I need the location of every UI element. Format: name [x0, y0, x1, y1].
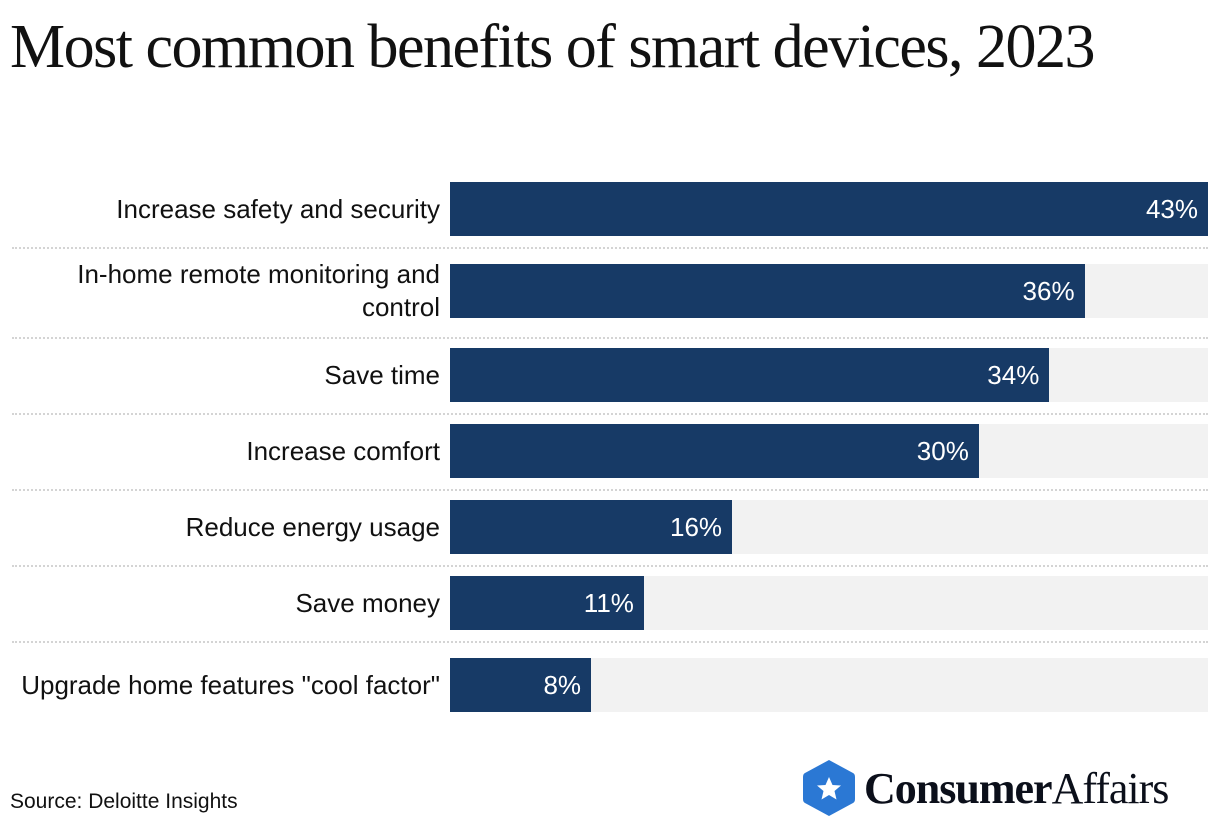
bar-track: 16%: [450, 500, 1208, 554]
logo-wordmark: ConsumerAffairs: [864, 763, 1169, 813]
bar: 43%: [450, 182, 1208, 236]
consumeraffairs-logo: ConsumerAffairs: [802, 758, 1169, 818]
bar-track: 8%: [450, 658, 1208, 712]
bar-track: 11%: [450, 576, 1208, 630]
bar: 30%: [450, 424, 979, 478]
data-label: 16%: [669, 512, 723, 542]
source-note: Source: Deloitte Insights: [10, 790, 238, 813]
category-label: Save money: [295, 587, 440, 618]
bar-track: 34%: [450, 348, 1208, 402]
category-label: Reduce energy usage: [185, 511, 440, 542]
row-divider: [12, 489, 1208, 491]
category-label: Save time: [324, 359, 440, 390]
bar: 8%: [450, 658, 592, 712]
data-label: 8%: [543, 670, 582, 700]
row-divider: [12, 247, 1208, 249]
bar-track: 30%: [450, 424, 1208, 478]
row-divider: [12, 337, 1208, 339]
bar: 34%: [450, 348, 1050, 402]
data-label: 34%: [987, 360, 1040, 390]
data-label: 36%: [1022, 276, 1075, 306]
row-divider: [12, 641, 1208, 643]
category-label: Increase safety and security: [116, 193, 440, 224]
category-label: In-home remote monitoring and control: [77, 259, 440, 322]
data-label: 11%: [583, 588, 634, 618]
bar-track: 36%: [450, 264, 1208, 318]
category-label: Increase comfort: [246, 435, 440, 466]
star-hexagon-icon: [803, 760, 855, 816]
row-divider: [12, 565, 1208, 567]
bar: 36%: [450, 264, 1085, 318]
data-label: 43%: [1145, 194, 1198, 224]
bar: 11%: [450, 576, 644, 630]
chart-title: Most common benefits of smart devices, 2…: [10, 13, 1096, 81]
bar: 16%: [450, 500, 733, 554]
category-label: Upgrade home features "cool factor": [21, 669, 440, 700]
bar-track: 43%: [450, 182, 1208, 236]
data-label: 30%: [916, 436, 969, 466]
row-divider: [12, 413, 1208, 415]
